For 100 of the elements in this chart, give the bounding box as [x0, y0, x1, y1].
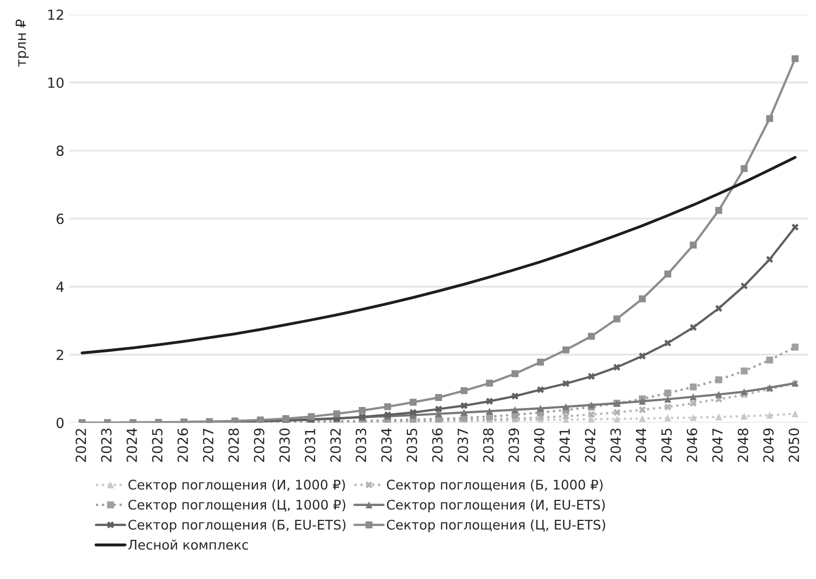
- point: [766, 412, 774, 419]
- y-axis-title: трлн ₽: [16, 19, 29, 67]
- legend-label: Сектор поглощения (Б, EU-ETS): [128, 520, 346, 532]
- x-tick-label: 2042: [584, 428, 596, 462]
- x-tick-label: 2037: [458, 428, 468, 462]
- point: [512, 392, 518, 400]
- point: [638, 352, 646, 360]
- point: [333, 410, 340, 418]
- point: [613, 415, 620, 422]
- line-series: [80, 156, 796, 354]
- point: [588, 416, 595, 423]
- x-tick-label: 2023: [101, 428, 112, 462]
- x-tick-label: 2045: [661, 428, 672, 462]
- legend-label: Сектор поглощения (И, EU-ETS): [386, 499, 605, 512]
- point: [690, 242, 697, 249]
- x-tick-label: 2030: [279, 428, 290, 462]
- x-tick-label: 2032: [330, 428, 341, 462]
- x-tick-label: 2044: [636, 428, 646, 462]
- point: [715, 390, 722, 398]
- point: [384, 403, 392, 410]
- x-tick-label: 2034: [381, 428, 392, 462]
- x-tick-label: 2024: [126, 428, 138, 462]
- point: [664, 340, 672, 347]
- legend-label: Сектор поглощения (Б, 1000 ₽): [386, 479, 603, 492]
- point: [562, 412, 570, 420]
- point: [638, 295, 646, 302]
- point: [792, 55, 799, 62]
- y-tick-label: 6: [56, 214, 64, 224]
- point: [715, 413, 722, 420]
- point: [690, 324, 697, 331]
- point: [512, 370, 518, 378]
- point: [435, 394, 442, 401]
- point: [664, 404, 672, 410]
- point: [435, 406, 442, 413]
- point: [690, 400, 697, 407]
- legend-label: Сектор поглощения (Ц, EU-ETS): [386, 520, 606, 532]
- x-tick-label: 2026: [177, 428, 188, 462]
- x-tick-label: 2029: [254, 428, 264, 462]
- point: [715, 206, 722, 214]
- point: [766, 356, 774, 364]
- x-tick-label: 2047: [712, 428, 723, 462]
- x-tick-label: 2050: [788, 428, 800, 462]
- x-tick-label: 2040: [534, 428, 544, 462]
- point: [715, 304, 722, 312]
- point: [766, 256, 774, 263]
- x-tick-label: 2046: [686, 428, 698, 462]
- point: [536, 386, 544, 394]
- point: [740, 412, 748, 420]
- point: [613, 408, 620, 416]
- point: [664, 270, 672, 278]
- point: [588, 372, 595, 380]
- x-tick-label: 2036: [432, 428, 443, 462]
- point: [410, 398, 417, 406]
- point: [740, 367, 748, 374]
- point: [740, 165, 748, 172]
- point: [792, 344, 799, 351]
- x-tick-label: 2031: [304, 428, 316, 462]
- point: [536, 358, 544, 366]
- x-tick-label: 2038: [483, 428, 494, 462]
- y-tick-label: 8: [56, 146, 64, 156]
- point: [308, 413, 315, 420]
- x-tick-label: 2039: [508, 428, 520, 462]
- x-tick-label: 2025: [152, 428, 163, 462]
- point: [664, 396, 672, 403]
- point: [562, 346, 570, 354]
- point: [664, 390, 672, 397]
- point: [638, 398, 646, 405]
- point: [613, 315, 620, 322]
- point: [486, 398, 493, 405]
- point: [664, 414, 672, 422]
- legend-label: Лесной комплекс: [128, 540, 248, 550]
- point: [792, 224, 799, 231]
- point: [588, 332, 595, 340]
- x-tick-label: 2028: [228, 428, 239, 462]
- point: [792, 410, 799, 418]
- point: [588, 411, 595, 418]
- point: [536, 404, 544, 412]
- y-tick-label: 0: [56, 418, 64, 428]
- point: [410, 408, 417, 416]
- point: [358, 406, 366, 414]
- point: [460, 408, 468, 416]
- x-tick-label: 2022: [76, 428, 86, 462]
- x-tick-label: 2035: [406, 428, 418, 462]
- x-tick-label: 2041: [559, 428, 570, 462]
- point: [740, 282, 748, 290]
- point: [715, 376, 722, 384]
- x-tick-label: 2033: [356, 428, 366, 462]
- y-tick-label: 4: [56, 282, 64, 292]
- point: [435, 410, 442, 418]
- point: [486, 380, 493, 387]
- x-tick-label: 2048: [738, 428, 748, 462]
- point: [690, 393, 697, 400]
- point: [740, 388, 748, 396]
- legend-label: Сектор поглощения (И, 1000 ₽): [128, 479, 345, 492]
- y-tick-label: 12: [48, 9, 64, 20]
- point: [562, 380, 570, 388]
- y-tick-label: 2: [56, 350, 64, 360]
- x-tick-label: 2049: [763, 428, 774, 462]
- point: [460, 402, 468, 410]
- point: [766, 115, 774, 122]
